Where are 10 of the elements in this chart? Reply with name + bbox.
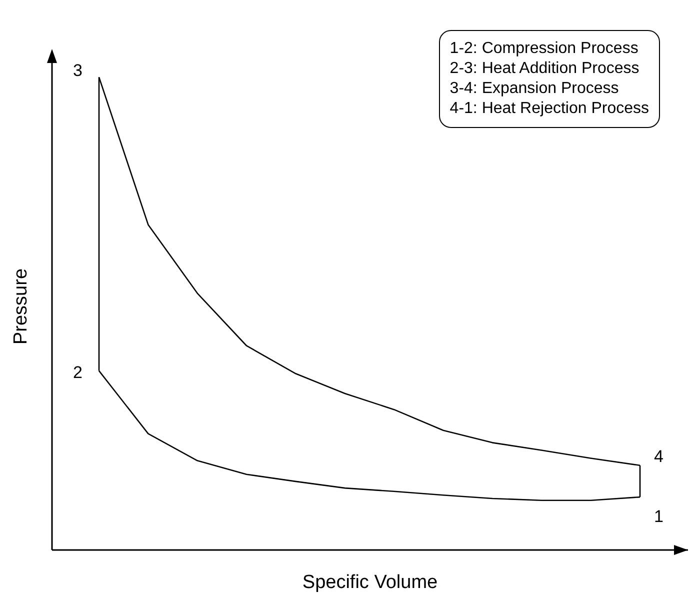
text: 1-2: Compression Process bbox=[450, 39, 640, 59]
y-axis-title: Pressure bbox=[10, 268, 32, 345]
annotation: 3-4: Expansion Process bbox=[450, 79, 620, 99]
x-axis-title: Specific Volume bbox=[302, 572, 438, 593]
annotation: 3 bbox=[73, 61, 82, 82]
annotation: 4-1: Heat Rejection Process bbox=[450, 99, 649, 119]
text: 2-3: Heat Addition Process bbox=[450, 59, 640, 79]
annotation: 1 bbox=[654, 507, 664, 528]
annotation: 2 bbox=[73, 362, 82, 383]
annotation: 4 bbox=[654, 447, 664, 468]
